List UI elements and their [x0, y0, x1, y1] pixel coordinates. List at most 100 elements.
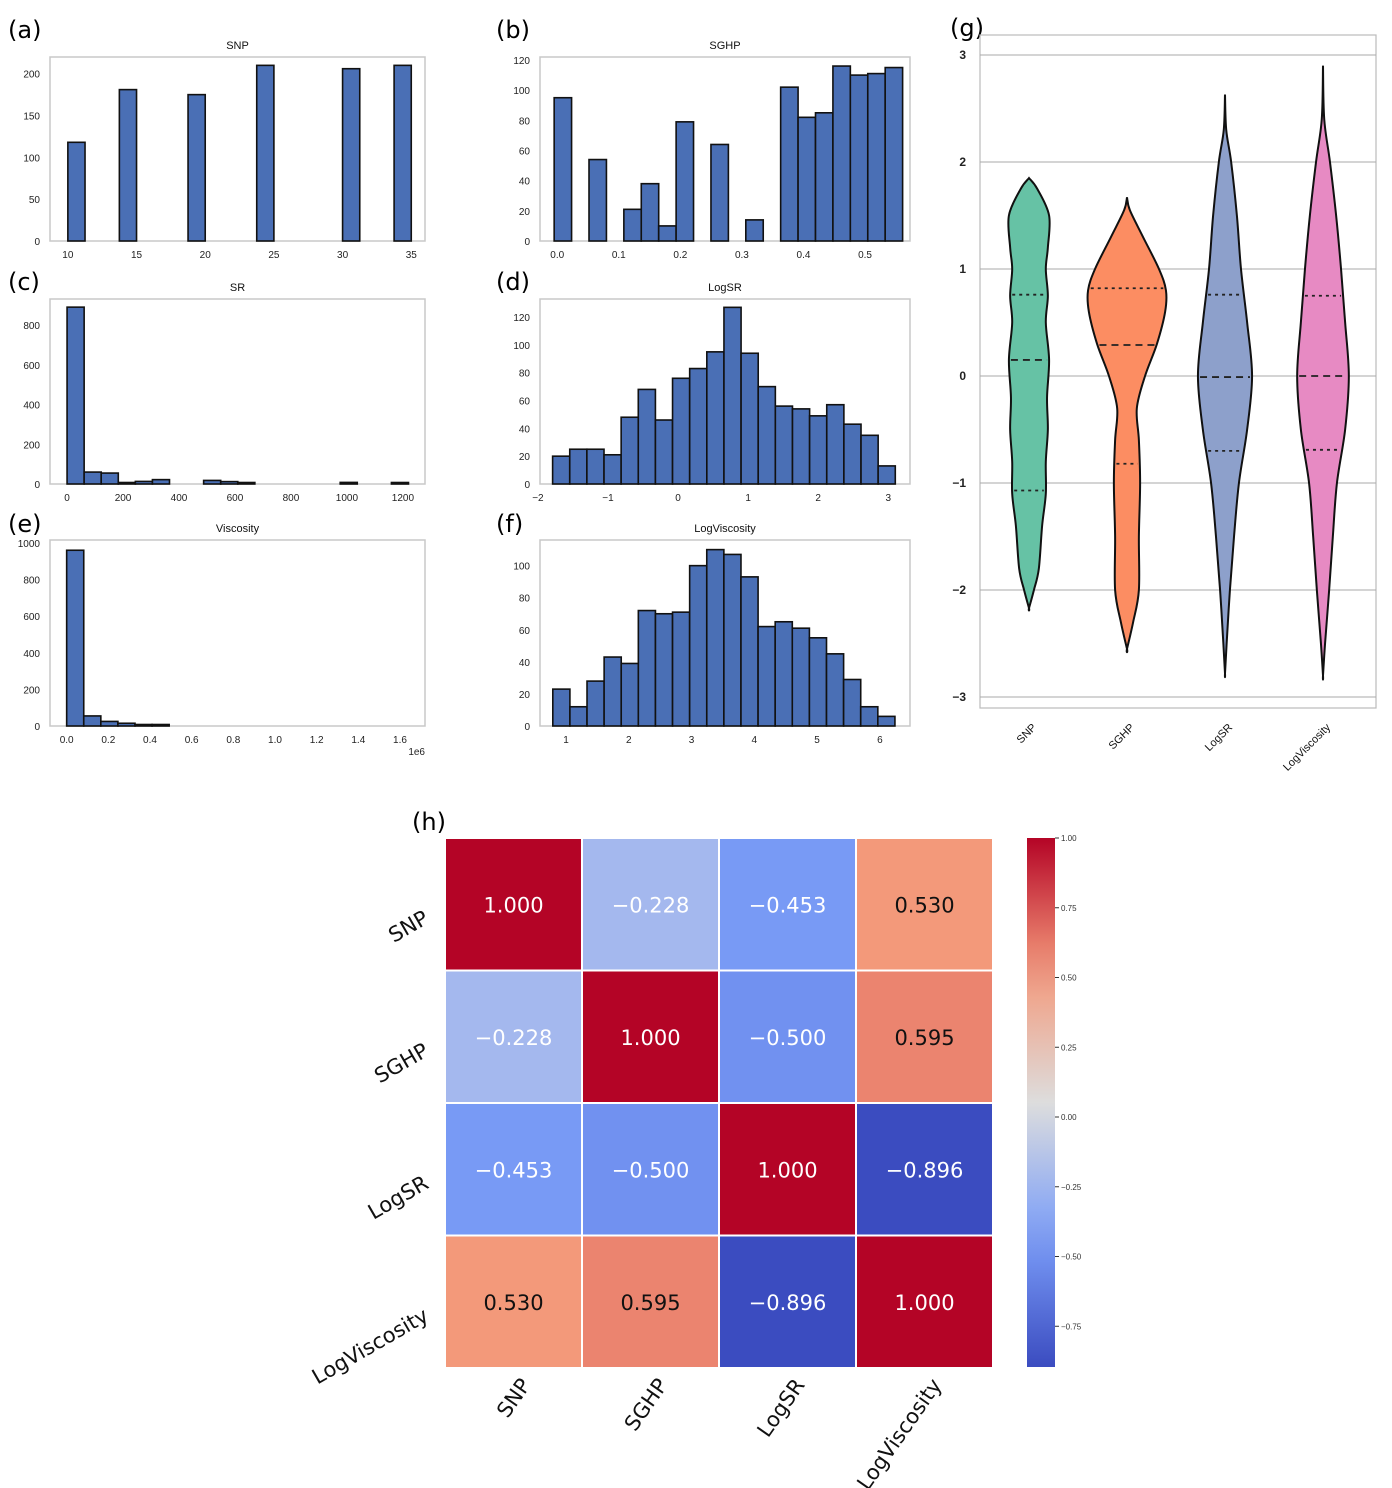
- heatmap-cell: [444, 1234, 583, 1369]
- y-tick-label: 600: [23, 612, 40, 623]
- y-tick-label: 60: [519, 147, 531, 158]
- cell-value: 1.000: [894, 1291, 954, 1315]
- y-tick-label: 40: [519, 424, 531, 435]
- x-tick-label: −1: [602, 493, 614, 504]
- y-tick-label: 400: [23, 649, 40, 660]
- y-axis-label: LogViscosity: [308, 1303, 433, 1389]
- y-tick-label: 2: [959, 155, 966, 169]
- y-axis-label: SNP: [384, 906, 432, 948]
- x-tick-label: 30: [337, 250, 349, 261]
- histogram-bar: [814, 112, 834, 242]
- histogram-bar: [705, 548, 725, 727]
- y-tick-label: 200: [23, 440, 40, 451]
- histogram-bar: [774, 620, 794, 727]
- y-axis-label: LogSR: [364, 1171, 433, 1225]
- histogram-bar: [236, 481, 256, 485]
- y-tick-label: 40: [519, 177, 531, 188]
- histogram-bar: [390, 481, 410, 485]
- histogram-sr: SR 0 200 400 600 800 1000 1200 0 200 400 600 800: [23, 282, 426, 504]
- x-tick-label: 1.2: [310, 735, 324, 746]
- plot-frame: [49, 56, 426, 242]
- histogram-bar: [586, 448, 605, 485]
- cell-value: −0.453: [475, 1158, 553, 1182]
- x-tick-label: 0.0: [60, 735, 74, 746]
- histogram-bar: [134, 480, 154, 485]
- histogram-logsr: LogSR −2 −1 0 1 2 3 0 20 40 60 80 100 120: [513, 282, 911, 504]
- y-tick-label: 120: [513, 313, 530, 324]
- cell-value: 1.000: [757, 1158, 817, 1182]
- y-tick-label: 0: [959, 369, 966, 383]
- y-tick-label: 120: [513, 56, 530, 67]
- histogram-bar: [553, 96, 573, 242]
- histogram-bar: [151, 478, 171, 485]
- y-tick-label: 100: [23, 153, 40, 164]
- y-tick-label: 1: [959, 262, 966, 276]
- x-axis-label: SNP: [492, 1374, 536, 1422]
- x-tick-label: 0.5: [858, 250, 872, 261]
- x-tick-label: 4: [752, 735, 758, 746]
- violin-snp: [1007, 176, 1051, 612]
- histogram-bar: [82, 715, 102, 727]
- x-tick-label: SGHP: [1107, 722, 1138, 753]
- y-tick-label: 60: [519, 626, 531, 637]
- y-tick-label: 150: [23, 112, 40, 123]
- histogram-bar: [586, 680, 605, 727]
- histogram-bar: [66, 306, 85, 485]
- heatmap-cell: [718, 1102, 857, 1237]
- y-tick-label: 0: [34, 722, 40, 733]
- y-tick-label: 200: [23, 70, 40, 81]
- colorbar-tick-label: −0.75: [1061, 1322, 1082, 1331]
- cell-value: −0.896: [749, 1291, 827, 1315]
- x-tick-label: 0.8: [226, 735, 240, 746]
- x-axis-label: LogSR: [752, 1374, 809, 1441]
- cell-value: 0.530: [894, 893, 954, 917]
- histogram-bar: [603, 453, 622, 485]
- colorbar-tick-label: 0.25: [1061, 1043, 1077, 1052]
- histogram-bar: [83, 471, 103, 485]
- histogram-bar: [552, 688, 571, 727]
- y-tick-label: 40: [519, 658, 531, 669]
- colorbar-tick-label: 0.75: [1061, 904, 1077, 913]
- histogram-bar: [791, 408, 811, 485]
- histogram-bar: [808, 637, 828, 727]
- heatmap-cell: [444, 1102, 583, 1237]
- histogram-bar: [202, 479, 222, 485]
- histogram-bar: [151, 723, 170, 727]
- cell-value: −0.228: [612, 893, 690, 917]
- histogram-bar: [637, 388, 657, 485]
- x-tick-label: 35: [406, 250, 418, 261]
- histogram-bar: [118, 88, 138, 242]
- histogram-bar: [620, 662, 640, 727]
- histogram-bar: [860, 434, 879, 485]
- histogram-bar: [808, 415, 828, 485]
- y-tick-label: 800: [23, 576, 40, 587]
- histogram-bar: [588, 158, 608, 242]
- histogram-bar: [688, 564, 708, 727]
- cell-value: −0.500: [749, 1026, 827, 1050]
- y-tick-label: 80: [519, 369, 531, 380]
- y-tick-label: 20: [519, 207, 531, 218]
- chart-title: SR: [230, 282, 245, 294]
- y-tick-label: 100: [513, 86, 530, 97]
- cell-value: −0.228: [475, 1026, 553, 1050]
- x-tick-label: 6: [877, 735, 883, 746]
- y-tick-label: 100: [513, 562, 530, 573]
- histogram-bar: [843, 423, 862, 485]
- histogram-bar: [825, 653, 845, 727]
- histogram-bar: [745, 219, 765, 242]
- heatmap-cell: [855, 969, 994, 1104]
- x-tick-label: LogViscosity: [1281, 721, 1333, 773]
- histogram-bar: [884, 66, 904, 242]
- x-tick-label: 800: [283, 493, 300, 504]
- heatmap-cell: [718, 969, 857, 1104]
- x-tick-label: 1000: [336, 493, 359, 504]
- x-tick-label: 0.2: [101, 735, 115, 746]
- chart-title: LogSR: [708, 282, 742, 294]
- panel-label: (d): [496, 268, 530, 296]
- y-tick-label: 0: [524, 722, 530, 733]
- histogram-snp: SNP 10 15 20 25 30 35 0 50 100 150 200: [23, 40, 426, 261]
- colorbar-tick-label: 0.50: [1061, 974, 1077, 983]
- x-axis-label: SGHP: [620, 1374, 673, 1435]
